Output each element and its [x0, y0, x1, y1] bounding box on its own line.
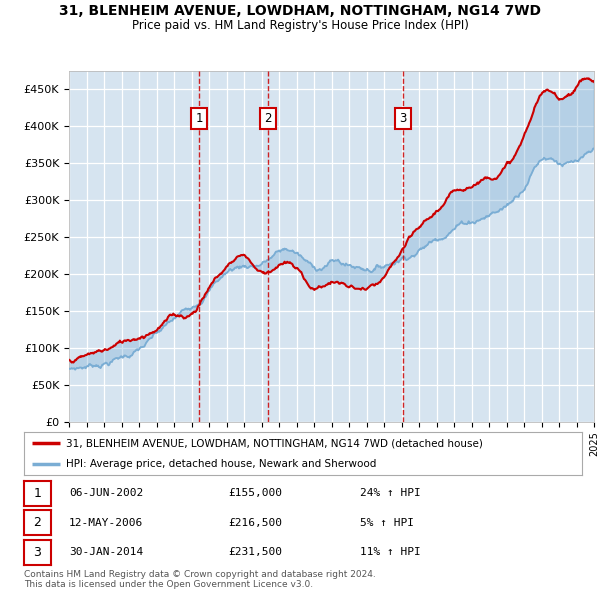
Text: Price paid vs. HM Land Registry's House Price Index (HPI): Price paid vs. HM Land Registry's House … — [131, 19, 469, 32]
Text: 12-MAY-2006: 12-MAY-2006 — [69, 518, 143, 527]
Text: 06-JUN-2002: 06-JUN-2002 — [69, 489, 143, 498]
Text: 31, BLENHEIM AVENUE, LOWDHAM, NOTTINGHAM, NG14 7WD (detached house): 31, BLENHEIM AVENUE, LOWDHAM, NOTTINGHAM… — [66, 438, 483, 448]
Text: 30-JAN-2014: 30-JAN-2014 — [69, 548, 143, 557]
Text: HPI: Average price, detached house, Newark and Sherwood: HPI: Average price, detached house, Newa… — [66, 460, 376, 469]
Text: 1: 1 — [34, 487, 41, 500]
Text: 24% ↑ HPI: 24% ↑ HPI — [360, 489, 421, 498]
Text: 1: 1 — [196, 112, 203, 125]
Text: 3: 3 — [399, 112, 407, 125]
Text: 3: 3 — [34, 546, 41, 559]
Text: 2: 2 — [264, 112, 272, 125]
Text: 5% ↑ HPI: 5% ↑ HPI — [360, 518, 414, 527]
Text: 2: 2 — [34, 516, 41, 529]
Text: £216,500: £216,500 — [228, 518, 282, 527]
Text: Contains HM Land Registry data © Crown copyright and database right 2024.
This d: Contains HM Land Registry data © Crown c… — [24, 570, 376, 589]
Text: £155,000: £155,000 — [228, 489, 282, 498]
Text: £231,500: £231,500 — [228, 548, 282, 557]
Text: 31, BLENHEIM AVENUE, LOWDHAM, NOTTINGHAM, NG14 7WD: 31, BLENHEIM AVENUE, LOWDHAM, NOTTINGHAM… — [59, 4, 541, 18]
Text: 11% ↑ HPI: 11% ↑ HPI — [360, 548, 421, 557]
